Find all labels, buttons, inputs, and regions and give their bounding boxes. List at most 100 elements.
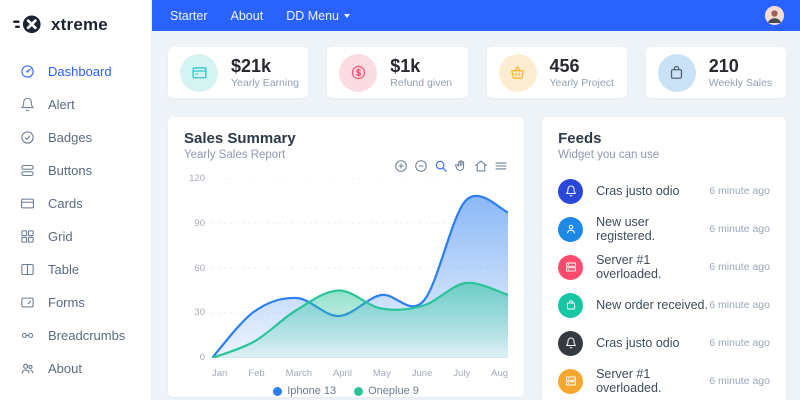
sales-chart-plot[interactable]	[212, 178, 509, 358]
x-tick: June	[411, 368, 433, 379]
credit-card-icon	[20, 196, 35, 211]
sidebar-item-label: About	[48, 361, 82, 376]
x-tick: Aug	[491, 368, 509, 379]
chart-y-axis: 120 90 60 30 0	[184, 173, 212, 363]
feed-list: Cras justo odio 6 minute ago New user re…	[558, 172, 770, 400]
chevron-down-icon	[343, 13, 350, 18]
feed-item[interactable]: New order received. 6 minute ago	[558, 286, 770, 324]
x-tick: Jan	[212, 368, 228, 379]
user-icon	[558, 216, 584, 242]
menu-icon[interactable]	[494, 159, 508, 173]
navbar-links: Starter About DD Menu	[170, 9, 350, 23]
navbar-link-about[interactable]: About	[230, 8, 264, 23]
stat-card: 210 Weekly Sales	[645, 47, 786, 98]
sales-summary-title: Sales Summary	[184, 130, 296, 147]
server-icon	[558, 368, 584, 394]
sidebar-item-breadcrumbs[interactable]: Breadcrumbs	[0, 319, 151, 352]
stat-label: Yearly Project	[549, 77, 614, 90]
feed-text: New user registered.	[596, 215, 656, 243]
brand-name: xtreme	[51, 15, 108, 34]
feed-time: 6 minute ago	[709, 375, 770, 387]
feed-item[interactable]: Server #1 overloaded. 6 minute ago	[558, 362, 770, 400]
sidebar-item-table[interactable]: Table	[0, 253, 151, 286]
sidebar-item-label: Dashboard	[48, 64, 112, 79]
navbar-link-starter[interactable]: Starter	[170, 8, 208, 23]
sales-chart-svg	[212, 178, 509, 358]
sidebar-item-alert[interactable]: Alert	[0, 88, 151, 121]
home-icon[interactable]	[474, 159, 488, 173]
sidebar-item-label: Breadcrumbs	[48, 328, 126, 343]
zoom-out-icon[interactable]	[414, 159, 428, 173]
feed-time: 6 minute ago	[709, 261, 770, 273]
panels-row: Sales Summary Yearly Sales Report	[168, 117, 786, 400]
bell-icon	[558, 330, 584, 356]
sidebar-item-label: Table	[48, 262, 80, 277]
stat-card: $1k Refund given	[327, 47, 468, 98]
stat-label: Yearly Earning	[231, 77, 299, 90]
sidebar-item-dashboard[interactable]: Dashboard	[0, 55, 151, 88]
x-tick: April	[332, 368, 352, 379]
speedometer-icon	[20, 64, 35, 79]
legend-item-oneplus9[interactable]: Oneplue 9	[354, 385, 419, 397]
sidebar-item-badges[interactable]: Badges	[0, 121, 151, 154]
bell-icon	[558, 178, 584, 204]
dollar-icon	[339, 53, 378, 92]
feed-item[interactable]: Cras justo odio 6 minute ago	[558, 172, 770, 210]
wallet-icon	[180, 53, 218, 92]
zoom-in-icon[interactable]	[394, 159, 408, 173]
brand-logo[interactable]: xtreme	[0, 9, 151, 41]
top-navbar: Starter About DD Menu	[152, 0, 800, 31]
sidebar-item-label: Forms	[48, 295, 85, 310]
legend-dot	[354, 386, 364, 396]
stat-value: $21k	[231, 55, 272, 76]
sales-summary-card: Sales Summary Yearly Sales Report	[168, 117, 525, 397]
feed-item[interactable]: New user registered. 6 minute ago	[558, 210, 770, 248]
y-tick: 30	[194, 307, 205, 319]
sidebar-item-grid[interactable]: Grid	[0, 220, 151, 253]
x-tick: March	[285, 368, 312, 379]
sidebar-item-label: Cards	[48, 196, 83, 211]
sidebar-item-label: Buttons	[48, 163, 93, 178]
legend-dot	[273, 386, 283, 396]
shopping-bag-icon	[657, 53, 696, 92]
grid-icon	[20, 229, 35, 244]
sales-summary-subtitle: Yearly Sales Report	[184, 149, 286, 161]
x-tick: May	[372, 368, 391, 379]
feed-time: 6 minute ago	[709, 185, 770, 197]
layers-icon	[20, 163, 35, 178]
navbar-link-dd-menu[interactable]: DD Menu	[286, 9, 350, 23]
xtreme-logo-icon	[13, 13, 43, 37]
feed-text: New order received.	[596, 298, 708, 312]
sidebar-item-forms[interactable]: Forms	[0, 286, 151, 319]
feed-item[interactable]: Server #1 overloaded. 6 minute ago	[558, 248, 770, 286]
pan-icon[interactable]	[454, 159, 468, 173]
y-tick: 0	[199, 352, 205, 363]
feeds-subtitle: Widget you can use	[558, 149, 660, 161]
selection-zoom-icon[interactable]	[434, 159, 448, 173]
feed-time: 6 minute ago	[709, 299, 770, 311]
sidebar-item-about[interactable]: About	[0, 352, 151, 385]
user-avatar[interactable]	[765, 6, 784, 25]
form-icon	[20, 295, 35, 310]
stat-value: 210	[708, 55, 739, 76]
feed-time: 6 minute ago	[709, 223, 770, 235]
stat-label: Refund given	[390, 77, 453, 90]
bell-icon	[20, 97, 35, 112]
sidebar-item-cards[interactable]: Cards	[0, 187, 151, 220]
legend-item-iphone13[interactable]: Iphone 13	[273, 385, 336, 397]
feed-text: Cras justo odio	[596, 184, 680, 198]
feeds-title: Feeds	[558, 130, 602, 147]
feed-item[interactable]: Cras justo odio 6 minute ago	[558, 324, 770, 362]
y-tick: 120	[189, 173, 205, 184]
sidebar-item-label: Alert	[48, 97, 75, 112]
x-tick: July	[453, 368, 471, 379]
stat-value: 456	[549, 55, 580, 76]
server-icon	[558, 254, 584, 280]
x-tick: Feb	[248, 368, 265, 379]
sidebar-item-label: Grid	[48, 229, 73, 244]
sidebar-item-buttons[interactable]: Buttons	[0, 154, 151, 187]
feed-text: Cras justo odio	[596, 336, 680, 350]
feeds-card: Feeds Widget you can use Cras justo odio…	[542, 117, 786, 400]
stats-row: $21k Yearly Earning $1k Refund given 4	[168, 47, 786, 98]
